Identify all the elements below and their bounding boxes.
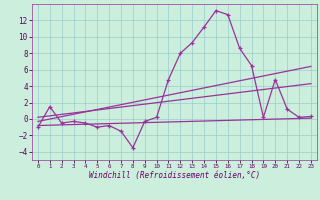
X-axis label: Windchill (Refroidissement éolien,°C): Windchill (Refroidissement éolien,°C): [89, 171, 260, 180]
